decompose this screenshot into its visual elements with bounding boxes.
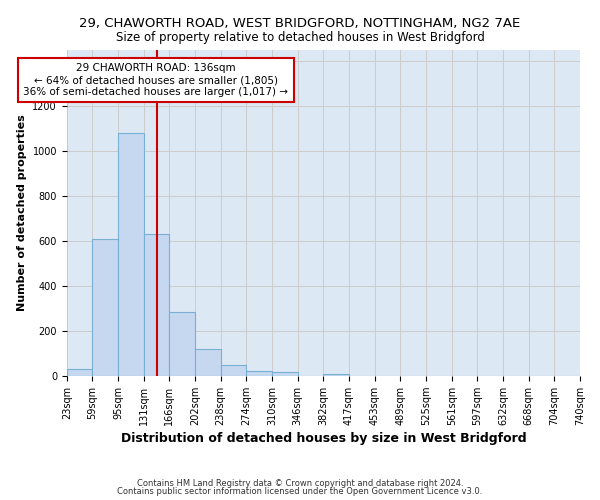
Text: Contains public sector information licensed under the Open Government Licence v3: Contains public sector information licen…	[118, 487, 482, 496]
Bar	[92, 239, 118, 376]
Text: Size of property relative to detached houses in West Bridgford: Size of property relative to detached ho…	[116, 32, 484, 44]
Text: Contains HM Land Registry data © Crown copyright and database right 2024.: Contains HM Land Registry data © Crown c…	[137, 478, 463, 488]
Bar	[247, 371, 272, 376]
Bar	[323, 374, 349, 376]
Bar	[272, 372, 298, 376]
Bar	[118, 133, 144, 376]
Title: 29, CHAWORTH ROAD, WEST BRIDGFORD, NOTTINGHAM, NG2 7AE: 29, CHAWORTH ROAD, WEST BRIDGFORD, NOTTI…	[0, 499, 1, 500]
Y-axis label: Number of detached properties: Number of detached properties	[17, 114, 27, 312]
Bar	[67, 369, 92, 376]
Bar	[169, 312, 195, 376]
Text: 29, CHAWORTH ROAD, WEST BRIDGFORD, NOTTINGHAM, NG2 7AE: 29, CHAWORTH ROAD, WEST BRIDGFORD, NOTTI…	[79, 18, 521, 30]
X-axis label: Distribution of detached houses by size in West Bridgford: Distribution of detached houses by size …	[121, 432, 526, 445]
Bar	[144, 234, 169, 376]
Text: 29 CHAWORTH ROAD: 136sqm
← 64% of detached houses are smaller (1,805)
36% of sem: 29 CHAWORTH ROAD: 136sqm ← 64% of detach…	[23, 64, 289, 96]
Bar	[221, 366, 247, 376]
Bar	[195, 349, 221, 376]
